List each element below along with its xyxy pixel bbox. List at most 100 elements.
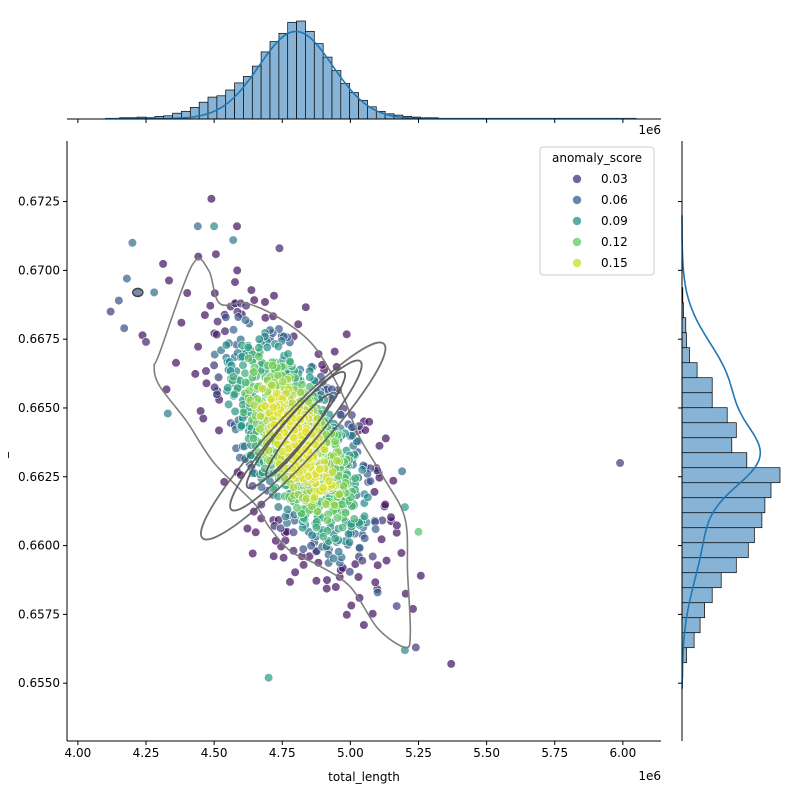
- scatter-point: [359, 620, 369, 630]
- scatter-point: [193, 221, 203, 231]
- scatter-point: [260, 297, 270, 307]
- top-hist-bar: [322, 56, 333, 120]
- right-hist-bar: [681, 377, 713, 394]
- scatter-point: [301, 302, 311, 312]
- x-tick-label: 4.50: [201, 746, 228, 760]
- scatter-point: [327, 467, 338, 477]
- scatter-point: [228, 372, 238, 382]
- scatter-point: [254, 352, 264, 362]
- scatter-point: [243, 353, 254, 364]
- scatter-point: [392, 601, 402, 611]
- scatter-point: [330, 347, 340, 357]
- scatter-point: [386, 512, 396, 522]
- scatter-point: [342, 610, 352, 620]
- x-tick-label: 5.50: [473, 746, 500, 760]
- scatter-point: [228, 235, 238, 245]
- y-tick-label: 0.6575: [18, 607, 60, 621]
- right-hist-bar: [681, 557, 737, 574]
- scatter-point: [359, 511, 370, 521]
- top-hist-bar: [296, 20, 306, 120]
- x-offset-label-bottom: 1e6: [638, 769, 661, 783]
- top-hist-bar: [207, 96, 218, 120]
- scatter-point: [273, 370, 283, 381]
- right-hist-bar: [681, 437, 733, 454]
- scatter-point: [171, 358, 181, 368]
- scatter-point: [163, 408, 173, 419]
- scatter-point: [298, 544, 308, 554]
- scatter-point: [330, 500, 340, 511]
- scatter-point: [290, 567, 300, 577]
- right-kde-line: [681, 215, 762, 689]
- scatter-point: [210, 350, 220, 360]
- top-hist-bar: [287, 21, 297, 120]
- scatter-point: [224, 399, 234, 410]
- right-hist-bar: [681, 347, 690, 364]
- scatter-point: [164, 275, 174, 286]
- scatter-point: [221, 340, 231, 350]
- scatter-point: [322, 575, 332, 585]
- scatter-point: [364, 417, 374, 427]
- main-axes: 4.00 4.25 4.50 4.75 5.00 5.25 5.50 5.75 6.00 0.65…: [18, 141, 661, 760]
- x-tick-label: 5.75: [541, 746, 568, 760]
- scatter-point: [269, 291, 279, 301]
- scatter-point: [141, 337, 151, 347]
- scatter-point: [201, 378, 212, 388]
- scatter-point: [262, 342, 272, 353]
- y-tick-label: 0.6675: [18, 332, 60, 346]
- top-hist-bar: [313, 43, 324, 120]
- scatter-point: [269, 420, 279, 430]
- scatter-point: [381, 433, 391, 444]
- scatter-point: [193, 342, 203, 352]
- scatter-point: [220, 326, 230, 336]
- legend-box: [539, 146, 655, 276]
- scatter-point: [236, 421, 246, 431]
- scatter-point: [158, 259, 168, 269]
- scatter-point: [363, 492, 373, 502]
- top-hist-bar: [340, 83, 351, 120]
- scatter-point: [244, 385, 254, 396]
- scatter-point: [122, 274, 132, 284]
- legend-marker: [572, 174, 582, 184]
- legend-label: 0.12: [601, 235, 628, 249]
- scatter-point: [370, 577, 380, 587]
- top-hist-bar: [278, 32, 289, 120]
- scatter-point: [267, 380, 277, 391]
- scatter-point: [212, 389, 222, 399]
- legend-title: anomaly_score: [552, 151, 642, 165]
- scatter-point: [397, 466, 407, 476]
- scatter-point: [223, 383, 233, 393]
- scatter-point: [299, 560, 309, 570]
- scatter-point: [321, 499, 331, 509]
- scatter-point: [373, 560, 383, 570]
- scatter-point: [190, 369, 200, 379]
- right-hist-bar: [681, 527, 755, 544]
- top-hist-bar: [331, 70, 342, 120]
- scatter-point: [200, 310, 210, 320]
- scatter-point: [241, 377, 251, 388]
- scatter-point: [240, 315, 251, 325]
- scatter-point: [416, 571, 426, 581]
- scatter-point: [255, 424, 265, 434]
- y-tick-label: 0.6550: [18, 676, 60, 690]
- scatter-point: [396, 548, 407, 558]
- legend-label: 0.06: [601, 193, 628, 207]
- y-tick-label: 0.6725: [18, 195, 60, 209]
- kde-contour-level: [265, 393, 333, 478]
- scatter-point: [221, 312, 231, 322]
- right-marginal-histogram: [678, 141, 781, 741]
- scatter-point: [307, 530, 317, 540]
- scatter-point: [238, 360, 248, 370]
- scatter-point: [297, 379, 307, 390]
- scatter-point: [283, 349, 293, 359]
- scatter-point: [201, 366, 211, 376]
- scatter-point: [257, 384, 268, 394]
- scatter-point: [214, 425, 224, 436]
- scatter-point: [329, 553, 339, 564]
- scatter-point: [255, 411, 266, 421]
- scatter-point: [334, 489, 344, 499]
- x-tick-label: 5.25: [405, 746, 432, 760]
- x-tick-label: 4.00: [65, 746, 92, 760]
- scatter-point: [119, 323, 129, 333]
- x-tick-label: 4.75: [269, 746, 296, 760]
